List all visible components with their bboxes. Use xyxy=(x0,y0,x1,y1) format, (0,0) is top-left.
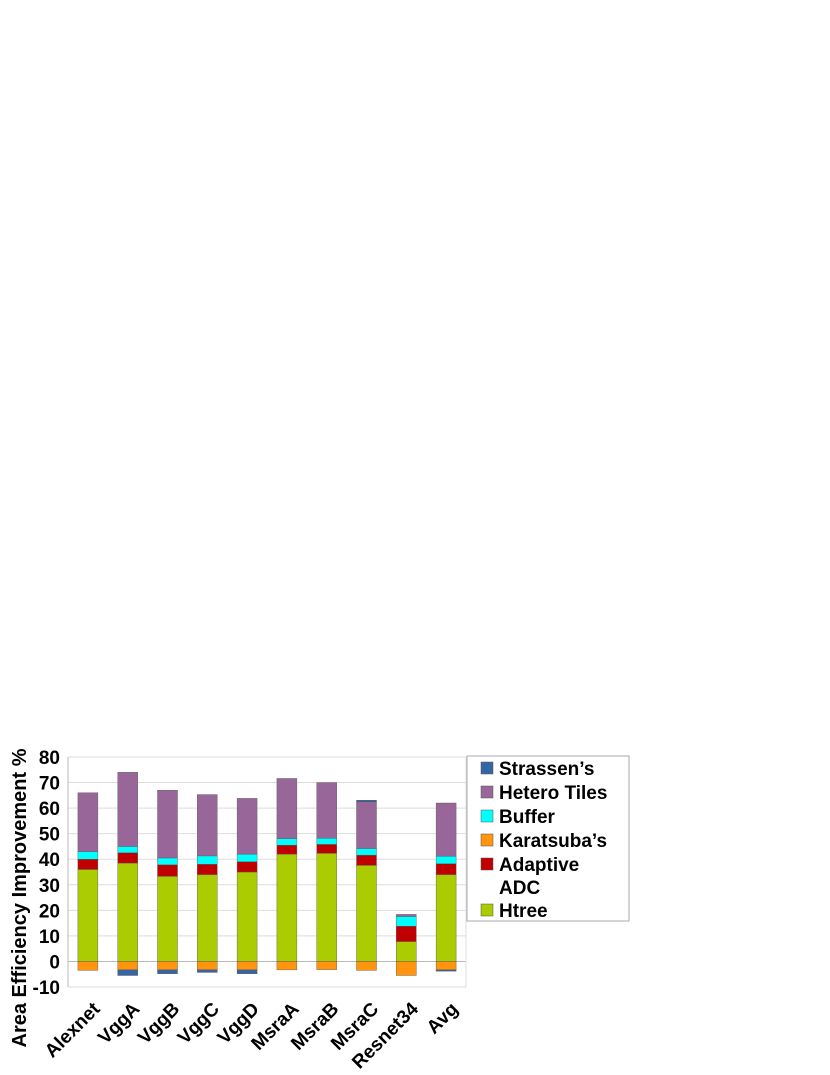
bar-segment xyxy=(236,853,258,862)
legend-label: Adaptive xyxy=(499,855,579,876)
bar-segment xyxy=(435,874,457,962)
bar-segment xyxy=(356,799,377,802)
bar-segment xyxy=(396,916,417,927)
bar-segment xyxy=(316,853,337,962)
bar-segment xyxy=(197,794,218,857)
bar-segment xyxy=(435,855,457,865)
y-tick-labels: -10 0 10 20 30 40 50 60 70 80 xyxy=(33,748,60,999)
bar-segment xyxy=(77,851,99,860)
bar-segment xyxy=(77,792,99,852)
legend-label: Buffer xyxy=(499,807,556,828)
bar-segment xyxy=(157,961,178,971)
bar-segment xyxy=(117,862,138,962)
x-tick-label: VggB xyxy=(134,999,184,1049)
x-tick-labels: AlexnetVggAVggBVggCVggDMsraAMsraBMsraCRe… xyxy=(41,998,463,1073)
legend-swatch xyxy=(480,833,494,847)
bar-segment xyxy=(276,853,298,962)
y-tick-label: 40 xyxy=(39,850,60,871)
bar-segment xyxy=(435,969,457,972)
bar-segment xyxy=(157,876,178,962)
y-tick-label: 80 xyxy=(39,748,60,769)
bar-segment xyxy=(157,864,178,877)
bar-segment xyxy=(197,961,218,971)
bars xyxy=(77,772,457,976)
legend: Strassen’s Hetero Tiles Buffer Karatsuba’s A… xyxy=(466,755,630,922)
bar-segment xyxy=(396,961,417,976)
bar-segment xyxy=(356,961,377,971)
bar-segment xyxy=(236,871,258,962)
bar-segment xyxy=(316,838,337,845)
bar-segment xyxy=(157,790,178,859)
y-tick-label: 0 xyxy=(49,952,60,973)
bar-segment xyxy=(396,914,417,917)
x-tick-label: Avg xyxy=(423,999,463,1039)
bar-segment xyxy=(197,874,218,962)
legend-box xyxy=(466,755,630,922)
bar-segment xyxy=(356,854,377,866)
bar-segment xyxy=(435,863,457,875)
bar-segment xyxy=(197,855,218,865)
bar-segment xyxy=(356,865,377,962)
legend-swatch xyxy=(480,809,494,823)
legend-swatch xyxy=(480,761,494,775)
bar-segment xyxy=(276,778,298,839)
bar-segment xyxy=(236,798,258,855)
x-tick-label: VggC xyxy=(174,999,224,1049)
bar-segment xyxy=(197,969,218,973)
y-tick-label: 10 xyxy=(39,927,60,948)
bar-segment xyxy=(157,969,178,974)
bar-segment xyxy=(396,941,417,962)
y-tick-label: 70 xyxy=(39,774,60,795)
y-tick-label: 20 xyxy=(39,901,60,922)
bar-segment xyxy=(157,857,178,866)
bar-segment xyxy=(276,838,298,846)
legend-label: Strassen’s xyxy=(499,759,594,780)
legend-label: ADC xyxy=(499,878,540,899)
bar-segment xyxy=(197,864,218,875)
legend-label: Karatsuba’s xyxy=(499,831,607,852)
bar-segment xyxy=(276,844,298,855)
bar-segment xyxy=(117,969,138,976)
legend-swatch xyxy=(480,857,494,871)
bar-segment xyxy=(435,961,457,971)
bar-segment xyxy=(117,961,138,971)
bar-segment xyxy=(276,961,298,971)
y-tick-label: 50 xyxy=(39,825,60,846)
legend-swatch xyxy=(480,903,494,917)
bar-segment xyxy=(117,846,138,854)
bar-segment xyxy=(117,852,138,864)
bar-segment xyxy=(236,861,258,873)
y-axis-title: Area Efficiency Improvement % xyxy=(9,748,31,1047)
x-tick-label: VggA xyxy=(94,999,144,1049)
legend-swatch xyxy=(480,785,494,799)
bar-segment xyxy=(356,848,377,856)
bar-segment xyxy=(77,859,99,870)
bar-segment xyxy=(316,961,337,970)
y-tick-label: 60 xyxy=(39,799,60,820)
x-tick-label: Alexnet xyxy=(41,998,105,1062)
bar-segment xyxy=(117,772,138,847)
bar-segment xyxy=(435,802,457,857)
y-tick-label: 30 xyxy=(39,876,60,897)
legend-label: Hetero Tiles xyxy=(499,783,607,804)
bar-segment xyxy=(236,961,258,971)
axes xyxy=(67,757,467,987)
bar-segment xyxy=(77,961,99,971)
y-tick-label: -10 xyxy=(33,978,60,999)
bar-segment xyxy=(316,782,337,839)
bar-segment xyxy=(396,925,417,942)
bar-segment xyxy=(316,844,337,854)
bar-segment xyxy=(236,969,258,974)
legend-label: Htree xyxy=(499,901,548,922)
bar-segment xyxy=(356,801,377,849)
bar-segment xyxy=(77,869,99,962)
